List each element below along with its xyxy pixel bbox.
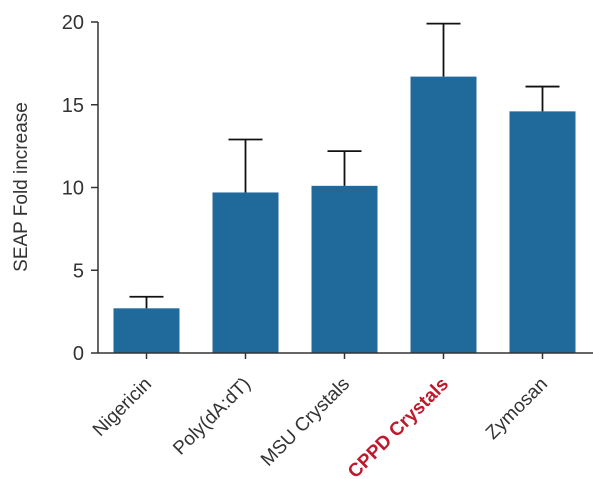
y-tick-label: 5: [73, 260, 84, 282]
bar-series: [113, 76, 576, 354]
y-axis: 0 5 10 15 20: [62, 12, 98, 365]
x-tick-label: MSU Crystals: [257, 374, 354, 471]
x-tick-label: Zymosan: [482, 374, 552, 444]
bar: [509, 111, 576, 354]
y-tick-label: 15: [62, 95, 84, 117]
y-tick-label: 20: [62, 12, 84, 34]
error-bars: [129, 22, 560, 309]
bar: [311, 185, 378, 353]
x-tick-label: Poly(dA:dT): [169, 374, 255, 460]
y-axis-title: SEAP Fold increase: [11, 102, 32, 272]
y-tick-label: 10: [62, 178, 84, 200]
bar: [212, 192, 279, 353]
x-tick-label: CPPD Crystals: [344, 374, 453, 479]
bar: [113, 308, 180, 353]
bar: [410, 76, 477, 354]
x-tick-label: Nigericin: [89, 374, 156, 441]
y-tick-label: 0: [73, 343, 84, 365]
